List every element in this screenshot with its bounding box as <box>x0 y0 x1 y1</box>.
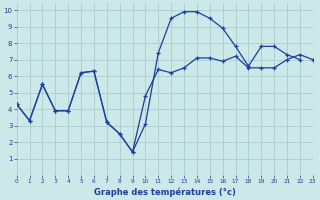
X-axis label: Graphe des températures (°c): Graphe des températures (°c) <box>94 187 236 197</box>
